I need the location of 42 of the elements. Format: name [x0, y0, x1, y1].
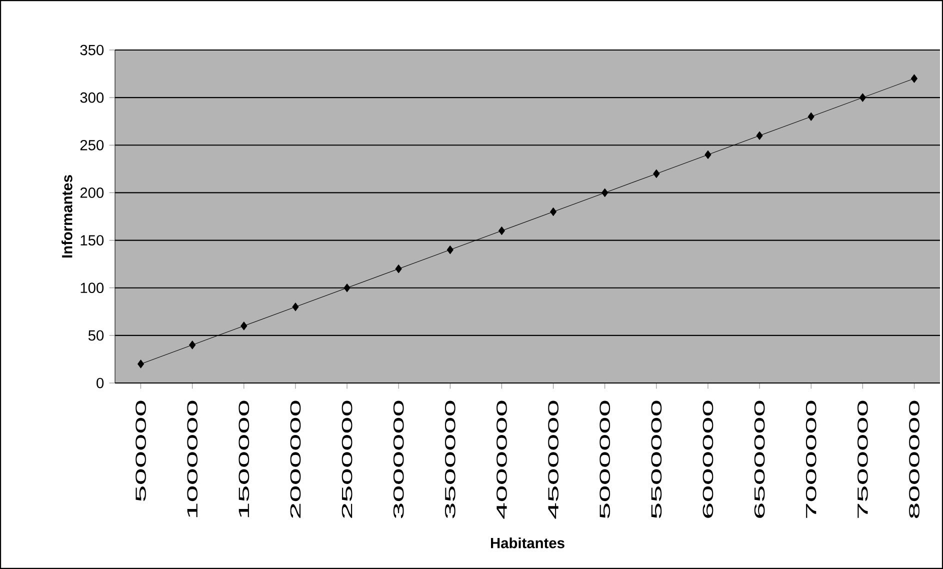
- point: [395, 264, 402, 274]
- y-tick-label: 100: [80, 282, 104, 294]
- point: [602, 188, 608, 197]
- y-tick-label: 300: [80, 92, 104, 103]
- x-tick-label: 500000: [136, 400, 146, 502]
- y-tick-label: 50: [88, 330, 104, 341]
- point: [910, 74, 918, 83]
- x-tick-label: 8000000: [909, 400, 920, 518]
- point: [189, 340, 196, 350]
- x-tick-label: 1000000: [187, 400, 198, 518]
- x-tick-label: 6500000: [754, 400, 765, 518]
- y-tick-label: 350: [80, 44, 104, 56]
- point: [704, 150, 712, 159]
- point: [344, 284, 350, 292]
- x-tick-label: 7500000: [857, 400, 868, 518]
- x-tick-label: 1500000: [238, 400, 250, 518]
- point: [240, 322, 248, 330]
- y-axis-title: Informantes: [62, 175, 72, 258]
- x-tick-label: 4000000: [496, 400, 507, 519]
- point: [756, 131, 763, 140]
- x-tick-label: 2500000: [342, 400, 352, 518]
- point: [292, 302, 299, 312]
- x-tick-label: 7000000: [806, 400, 816, 518]
- x-axis-title: Habitantes: [490, 538, 564, 548]
- y-tick-label: 250: [80, 140, 104, 150]
- point: [138, 360, 144, 368]
- point: [498, 226, 505, 236]
- point: [808, 112, 814, 121]
- x-tick-label: 6000000: [702, 400, 714, 518]
- y-tick-label: 0: [96, 378, 104, 388]
- point: [446, 246, 454, 254]
- point: [859, 93, 866, 102]
- x-tick-label: 4500000: [548, 400, 558, 519]
- point: [550, 207, 557, 216]
- point: [653, 169, 660, 178]
- x-tick-label: 3000000: [393, 400, 404, 518]
- x-tick-label: 5500000: [651, 400, 662, 518]
- y-tick-label: 150: [80, 235, 104, 246]
- y-tick-label: 200: [80, 188, 104, 198]
- x-tick-label: 3500000: [444, 400, 456, 518]
- x-tick-label: 5000000: [600, 400, 610, 518]
- x-tick-label: 2000000: [290, 400, 301, 518]
